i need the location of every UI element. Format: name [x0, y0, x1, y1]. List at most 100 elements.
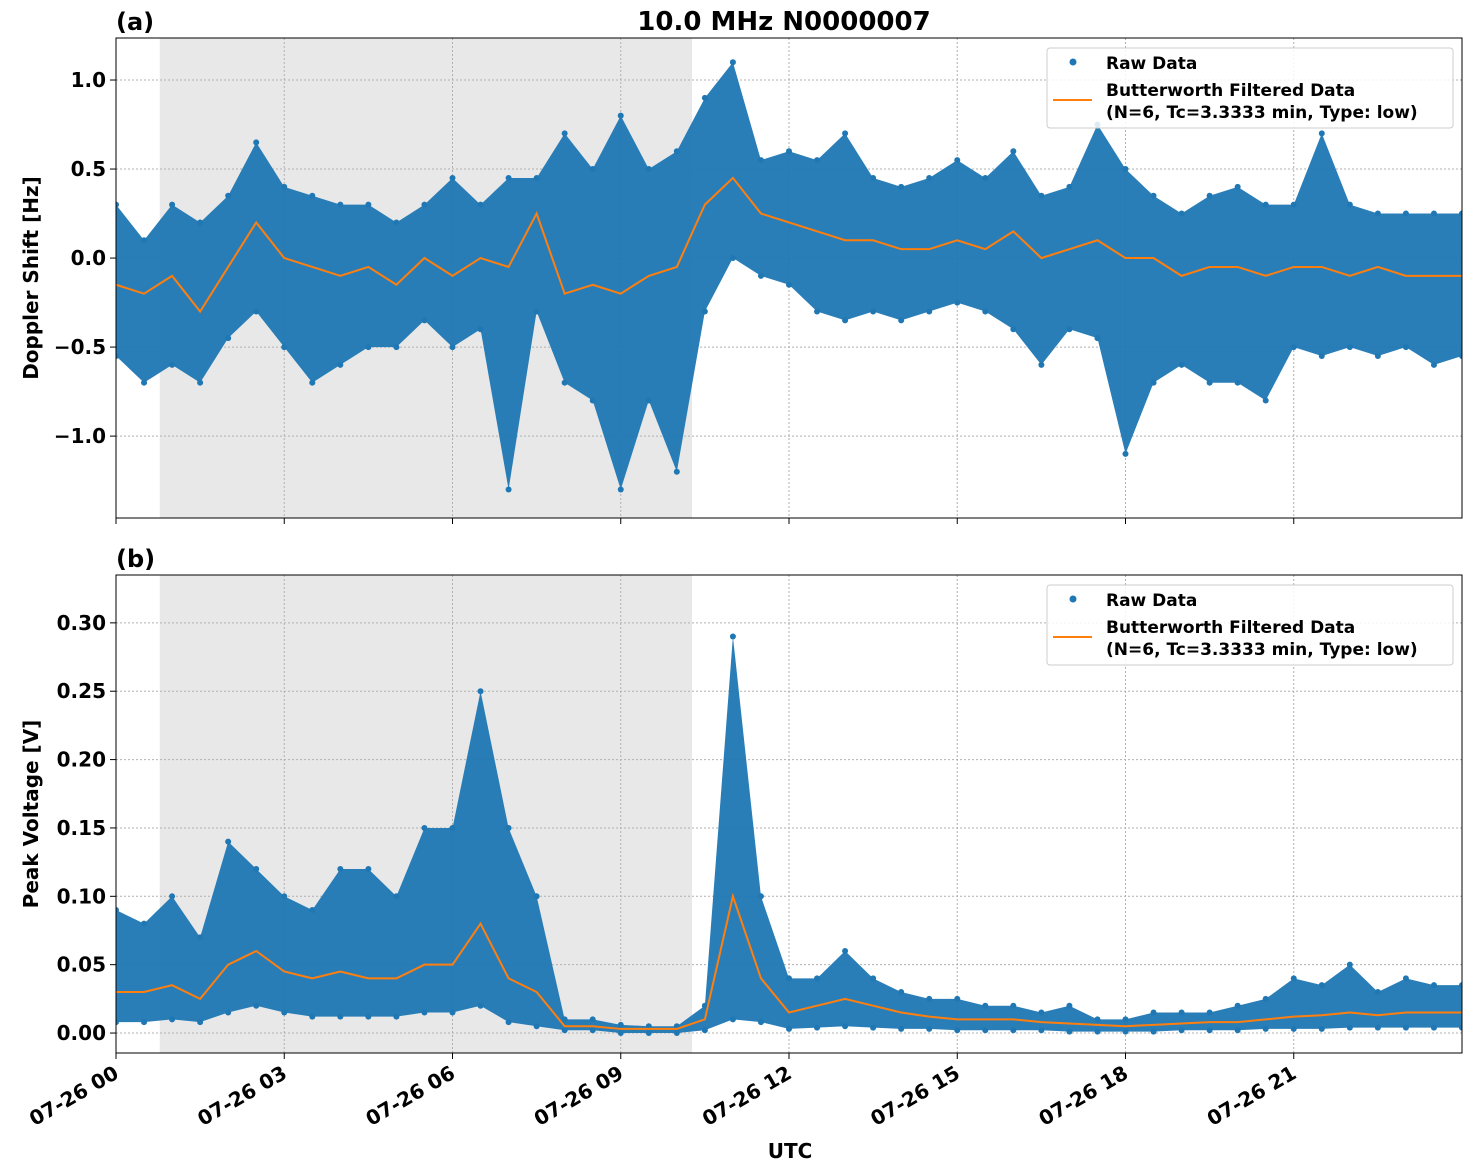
raw-data-point — [954, 299, 961, 306]
y-tick-label: 0.0 — [71, 246, 106, 270]
raw-data-point — [1066, 1002, 1073, 1009]
y-tick-label: −1.0 — [54, 424, 106, 448]
raw-data-point — [1459, 210, 1462, 217]
raw-data-point — [1374, 989, 1381, 996]
raw-data-point — [141, 237, 148, 244]
raw-data-point — [1094, 1028, 1101, 1035]
raw-data-point — [1094, 335, 1101, 342]
raw-data-point — [449, 824, 456, 831]
raw-data-point — [337, 201, 344, 208]
raw-data-point — [870, 975, 877, 982]
raw-data-point — [1430, 210, 1437, 217]
raw-data-point — [281, 183, 288, 190]
x-tick-label: 07-26 12 — [698, 1061, 796, 1131]
raw-data-point — [1459, 352, 1462, 359]
plot-area — [116, 633, 1462, 1037]
raw-data-point — [926, 174, 933, 181]
chart-title: 10.0 MHz N0000007 — [637, 7, 930, 37]
raw-data-point — [393, 219, 400, 226]
raw-data-point — [757, 157, 764, 164]
y-tick-label: −0.5 — [54, 335, 106, 359]
raw-data-point — [337, 1013, 344, 1020]
raw-data-point — [645, 1023, 652, 1030]
raw-data-point — [141, 379, 148, 386]
raw-data-point — [365, 865, 372, 872]
y-axis-label: Peak Voltage [V] — [19, 720, 43, 909]
raw-data-point — [1262, 397, 1269, 404]
raw-data-point — [870, 308, 877, 315]
raw-data-point — [842, 1023, 849, 1030]
raw-data-point — [1290, 1025, 1297, 1032]
raw-data-point — [116, 352, 119, 359]
raw-data-point — [421, 1009, 428, 1016]
raw-data-point — [253, 1002, 260, 1009]
raw-data-point — [617, 1021, 624, 1028]
legend-raw-marker — [1069, 595, 1077, 603]
legend-filtered-label: Butterworth Filtered Data — [1106, 81, 1355, 101]
raw-data-point — [954, 157, 961, 164]
raw-data-point — [1374, 1024, 1381, 1031]
raw-data-point — [645, 166, 652, 173]
raw-data-point — [673, 1030, 680, 1037]
raw-data-point — [1459, 1024, 1462, 1031]
raw-data-point — [169, 1016, 176, 1023]
raw-data-point — [1234, 1002, 1241, 1009]
raw-data-point — [1094, 1016, 1101, 1023]
raw-data-point — [1262, 201, 1269, 208]
raw-data-point — [898, 989, 905, 996]
raw-data-point — [1318, 130, 1325, 137]
raw-data-point — [1402, 1024, 1409, 1031]
raw-data-point — [982, 308, 989, 315]
axes-frame — [115, 37, 1463, 519]
axes-frame — [115, 574, 1463, 1054]
raw-data-point — [1430, 361, 1437, 368]
raw-data-point — [309, 192, 316, 199]
raw-data-point — [870, 1024, 877, 1031]
raw-data-point — [982, 174, 989, 181]
raw-data-point — [477, 326, 484, 333]
raw-data-point — [393, 344, 400, 351]
y-tick-label: 0.5 — [71, 157, 106, 181]
raw-data-point — [169, 361, 176, 368]
raw-data-point — [253, 139, 260, 146]
raw-data-point — [477, 1002, 484, 1009]
raw-data-point — [1374, 352, 1381, 359]
raw-data-point — [842, 130, 849, 137]
raw-data-point — [926, 1025, 933, 1032]
raw-data-point — [421, 201, 428, 208]
raw-data-point — [1206, 1009, 1213, 1016]
raw-data-point — [253, 865, 260, 872]
legend: Raw Data Butterworth Filtered Data(N=6, T… — [1046, 47, 1454, 129]
raw-data-point — [1066, 326, 1073, 333]
legend-filtered-label: Butterworth Filtered Data — [1106, 618, 1355, 638]
raw-data-point — [505, 174, 512, 181]
raw-data-point — [589, 397, 596, 404]
raw-data-point — [1178, 210, 1185, 217]
panel-b: 0.00 0.05 0.10 0.15 0.20 0.25 0.30 (b) Peak Volt… — [19, 545, 1463, 1131]
raw-data-point — [116, 201, 119, 208]
raw-data-point — [1178, 361, 1185, 368]
raw-data-point — [729, 59, 736, 66]
raw-data-point — [1066, 183, 1073, 190]
raw-data-point — [673, 148, 680, 155]
raw-data-point — [1038, 361, 1045, 368]
raw-data-point — [1206, 192, 1213, 199]
raw-data-point — [842, 948, 849, 955]
raw-data-point — [1178, 1009, 1185, 1016]
raw-data-point — [1290, 344, 1297, 351]
raw-data-point — [1010, 326, 1017, 333]
raw-data-point — [477, 201, 484, 208]
raw-data-point — [645, 1030, 652, 1037]
raw-data-point — [1318, 982, 1325, 989]
raw-data-point — [729, 1016, 736, 1023]
raw-data-point — [533, 893, 540, 900]
x-tick-label: 07-26 00 — [25, 1061, 123, 1131]
raw-data-point — [1374, 210, 1381, 217]
raw-data-point — [1346, 201, 1353, 208]
raw-data-point — [1234, 1027, 1241, 1034]
raw-data-point — [814, 308, 821, 315]
raw-data-point — [870, 174, 877, 181]
raw-data-point — [1402, 344, 1409, 351]
panel-label: (b) — [116, 545, 155, 573]
raw-data-point — [421, 824, 428, 831]
